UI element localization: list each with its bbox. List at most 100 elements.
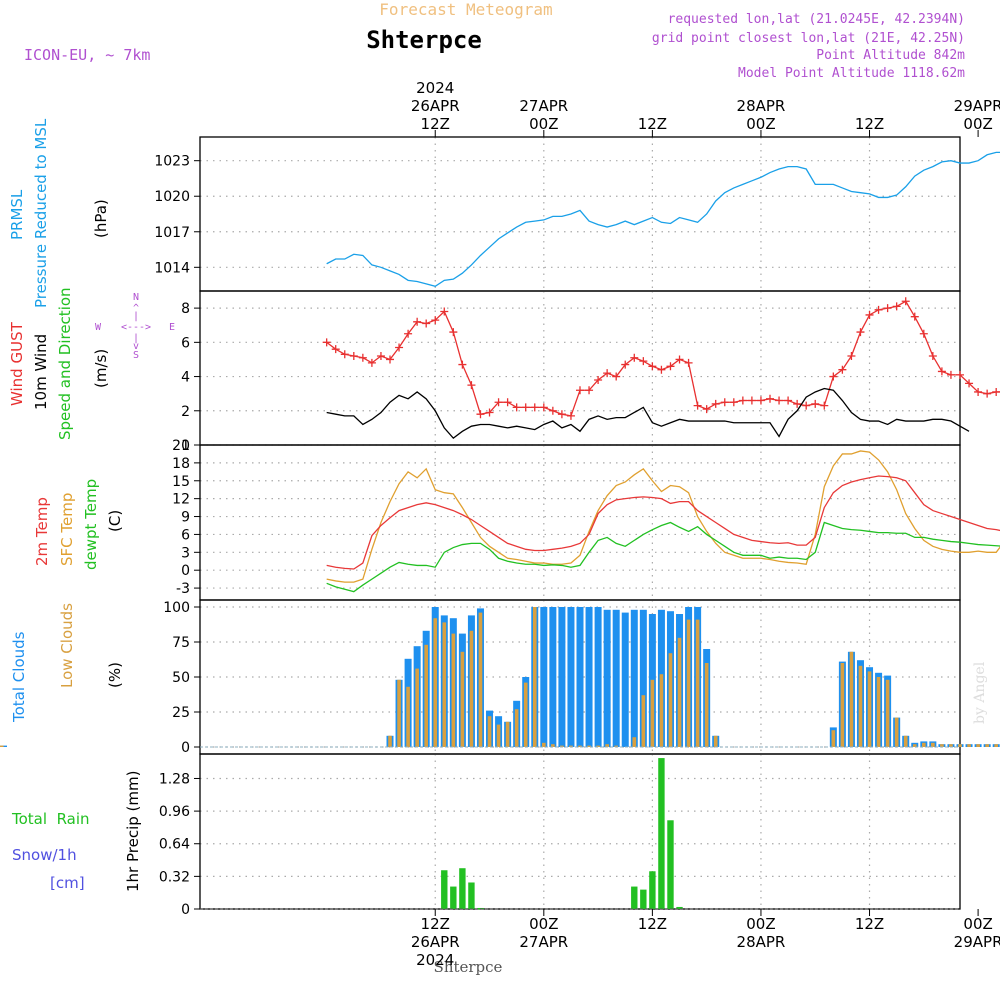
low-cloud-bar [994,744,998,747]
ytick-label-temperature-6: 15 [172,474,190,490]
gust-marker [775,396,784,405]
gust-marker [883,304,892,313]
low-cloud-bar [596,745,600,747]
gust-marker [322,338,331,347]
ytick-label-temperature-1: 0 [181,563,190,579]
rain-bar [649,871,656,909]
frame-precip [199,753,961,910]
low-cloud-bar [587,745,591,747]
gust-marker [512,403,521,412]
gust-marker [548,406,557,415]
low-cloud-bar [903,735,908,747]
precip-label-total-rain: Total Rain [11,810,90,828]
top-tick-label-2-0: 12Z [638,115,667,133]
gust-marker [367,358,376,367]
rain-bar [631,886,638,909]
low-cloud-bar [650,679,655,747]
prmsl-line [326,151,1000,287]
gust-marker [386,355,394,364]
wind-label-unit: (m/s) [92,349,110,388]
low-cloud-bar [967,744,971,747]
bottom-tick-label-3-1: 28APR [737,933,786,951]
pressure-axis-labels: PRMSL Pressure Reduced to MSL (hPa) [8,118,110,308]
ytick-label-pressure-2: 1020 [154,189,190,205]
pressure-label-prmsl: PRMSL [8,189,26,240]
total-cloud-bar [603,609,611,747]
wind10m-line [326,387,970,440]
bottom-tick-label-5-0: 00Z [963,915,992,933]
wind-label-gust: Wind GUST [8,321,26,406]
low-cloud-bar [505,721,510,747]
ytick-label-wind-4: 8 [181,301,190,317]
ytick-label-clouds-3: 75 [172,635,190,651]
ytick-label-precip-3: 0.96 [159,804,190,820]
top-tick-label-0-0: 2024 [416,79,454,97]
gust-marker [358,353,367,362]
low-cloud-bar [686,619,691,747]
gust-marker [539,403,548,412]
gust-marker [422,319,431,328]
gust-marker [648,362,657,371]
ytick-label-temperature-3: 6 [181,527,190,543]
gust-marker [331,345,340,354]
low-cloud-bar [397,679,401,747]
watermark: by Angel [972,661,988,724]
bottom-tick-label-5-1: 29APR [954,933,1000,951]
total-cloud-bar [558,607,566,747]
bottom-tick-label-1-0: 00Z [529,915,558,933]
top-tick-label-4-0: 12Z [855,115,884,133]
gust-marker [793,399,802,408]
gust-marker [594,375,603,384]
total-cloud-bar [630,609,638,747]
gust-marker [992,387,1000,396]
ytick-label-pressure-1: 1017 [154,225,190,241]
ytick-label-temperature-5: 12 [172,492,190,508]
gust-marker [720,398,729,407]
ytick-label-wind-3: 6 [181,335,190,351]
gust-marker [811,399,820,408]
gust-marker [521,403,530,412]
gust-marker [729,398,738,407]
temp-label-sfc: SFC Temp [58,493,76,566]
low-cloud-bar [532,607,537,747]
gust-marker [702,405,711,414]
low-cloud-bar [632,737,637,747]
pressure-label-unit: (hPa) [92,199,110,238]
low-cloud-bar [949,744,953,747]
ytick-label-temperature-4: 9 [181,510,190,526]
wind-axis-labels: Wind GUST 10m Wind Speed and Direction (… [8,287,110,440]
gust-marker [431,316,440,325]
low-cloud-bar [931,742,935,747]
gust-marker [404,329,413,338]
temp-label-2m: 2m Temp [33,497,51,566]
low-cloud-bar [668,653,673,747]
gust-marker [413,317,422,326]
ytick-label-clouds-2: 50 [172,670,190,686]
gust-marker [657,365,666,374]
precip-axis-labels: Total Rain Snow/1h [cm] 1hr Precip (mm) [11,771,142,892]
rain-bar [667,820,674,909]
gust-marker [747,396,756,405]
low-cloud-bar [487,716,492,747]
ytick-label-temperature-7: 18 [172,456,190,472]
frame-pressure [199,136,961,292]
gust-marker [530,403,539,412]
wind-label-speed: Speed and Direction [56,287,74,440]
rain-bar [658,758,665,909]
low-cloud-bar [614,745,618,747]
clouds-panel: 0 25 50 75 100 [0,599,1000,756]
low-cloud-bar [858,665,863,747]
rain-bar [640,889,647,909]
compass-w: W [95,322,102,333]
ytick-label-temperature-8: 21 [172,438,190,454]
gust-marker [983,389,992,398]
requested-coords: requested lon,lat (21.0245E, 42.2394N) [668,12,965,27]
gust-marker [693,401,702,410]
gust-marker [928,352,937,361]
gust-marker [603,369,612,378]
gust-marker [395,343,404,352]
wind-compass: N ^ | W <---> E | v S [95,292,175,361]
gust-marker [820,401,829,410]
gust-marker [711,399,720,408]
